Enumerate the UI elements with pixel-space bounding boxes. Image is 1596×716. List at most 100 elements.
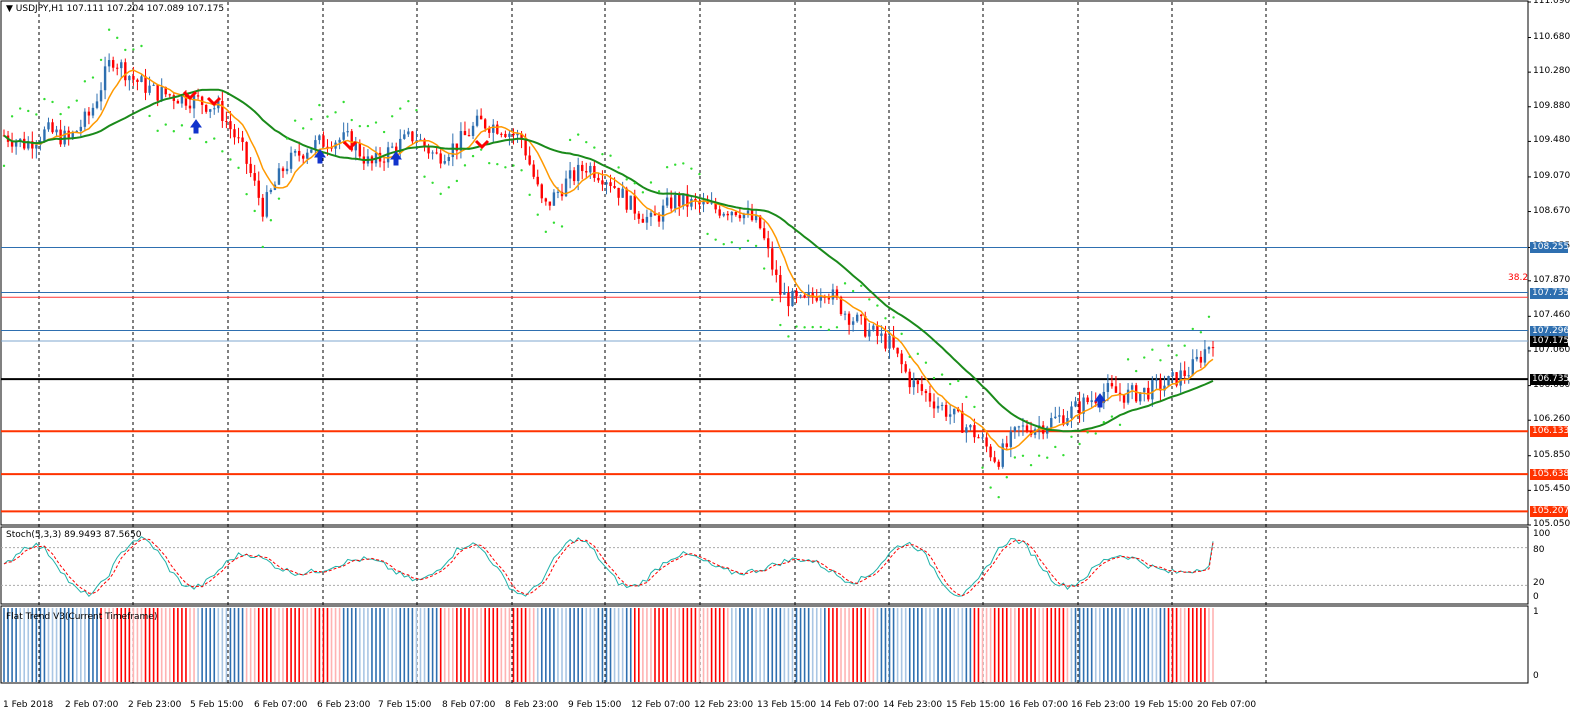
time-axis-label: 8 Feb 23:00 bbox=[505, 700, 559, 710]
candle-body bbox=[548, 201, 552, 206]
candle-body bbox=[241, 137, 244, 143]
candle-body bbox=[71, 131, 74, 138]
time-axis-label: 12 Feb 07:00 bbox=[631, 700, 691, 710]
sar-dot bbox=[1175, 354, 1178, 357]
candle-body bbox=[714, 202, 717, 210]
candle-body bbox=[99, 90, 103, 102]
price-axis-label: 105.050 bbox=[1533, 519, 1571, 529]
candle-body bbox=[948, 414, 952, 417]
price-axis-label: 107.870 bbox=[1533, 274, 1571, 285]
candle-body bbox=[892, 335, 895, 348]
sar-dot bbox=[754, 244, 758, 248]
candle-body bbox=[1211, 347, 1215, 349]
candle-body bbox=[463, 131, 467, 136]
candle-body bbox=[289, 152, 293, 169]
sar-dot bbox=[471, 154, 475, 158]
sar-dot bbox=[1086, 431, 1089, 434]
candle-body bbox=[63, 130, 66, 145]
sar-dot bbox=[892, 316, 895, 319]
candle-body bbox=[581, 164, 584, 172]
sar-dot bbox=[528, 193, 531, 197]
candle-body bbox=[572, 170, 576, 182]
sar-dot bbox=[738, 247, 742, 250]
candle-body bbox=[989, 446, 992, 458]
sar-dot bbox=[593, 146, 596, 149]
candle-body bbox=[811, 292, 814, 297]
sar-dot bbox=[132, 48, 135, 51]
candle-body bbox=[471, 125, 475, 136]
buy-arrow-icon bbox=[1094, 393, 1106, 408]
candle-body bbox=[884, 333, 887, 349]
candle-body bbox=[969, 425, 972, 428]
symbol-label: USDJPY,H1 bbox=[15, 4, 64, 14]
sar-dot bbox=[51, 100, 54, 104]
candle-body bbox=[1143, 387, 1146, 393]
candle-body bbox=[641, 218, 645, 223]
candle-body bbox=[14, 141, 18, 147]
sar-dot bbox=[568, 138, 572, 142]
candle-body bbox=[710, 202, 713, 204]
sar-dot bbox=[390, 115, 394, 118]
sar-dot bbox=[965, 395, 968, 399]
candle-body bbox=[1199, 356, 1203, 363]
sar-dot bbox=[989, 486, 992, 489]
candle-body bbox=[390, 146, 394, 148]
candle-body bbox=[455, 143, 459, 151]
sar-dot bbox=[520, 169, 523, 172]
sar-dot bbox=[1070, 435, 1073, 438]
stoch-main-line bbox=[3, 536, 1214, 598]
time-axis-label: 2 Feb 07:00 bbox=[65, 700, 119, 710]
candle-body bbox=[221, 100, 224, 122]
sar-dot bbox=[447, 186, 450, 189]
sar-dot bbox=[957, 379, 960, 383]
sar-dot bbox=[1151, 348, 1154, 351]
price-axis-label: 110.680 bbox=[1533, 31, 1571, 42]
candle-body bbox=[95, 101, 99, 108]
time-axis-label: 2 Feb 23:00 bbox=[128, 700, 182, 710]
sar-dot bbox=[803, 326, 806, 329]
candle-body bbox=[625, 188, 628, 210]
sar-dot bbox=[423, 175, 426, 178]
candle-body bbox=[1110, 383, 1114, 387]
candle-body bbox=[896, 347, 899, 354]
candle-body bbox=[617, 187, 620, 198]
time-axis-label: 16 Feb 07:00 bbox=[1009, 700, 1069, 710]
candle-body bbox=[225, 121, 228, 123]
candle-body bbox=[209, 109, 212, 112]
sar-dot bbox=[795, 325, 798, 328]
sar-dot bbox=[67, 106, 70, 109]
candle-body bbox=[1151, 380, 1154, 400]
price-axis-label: 106.260 bbox=[1533, 414, 1571, 425]
candle-body bbox=[144, 76, 147, 93]
candle-body bbox=[674, 195, 677, 209]
candle-body bbox=[1187, 375, 1190, 377]
candle-body bbox=[140, 76, 143, 82]
candle-body bbox=[354, 143, 357, 151]
sar-dot bbox=[156, 129, 159, 133]
candle-body bbox=[799, 295, 802, 297]
candle-body bbox=[601, 180, 604, 185]
candle-body bbox=[265, 192, 269, 217]
candle-body bbox=[605, 182, 608, 185]
candle-body bbox=[702, 201, 705, 205]
candle-body bbox=[1134, 385, 1138, 402]
candle-body bbox=[281, 168, 285, 172]
candle-body bbox=[184, 95, 188, 106]
candle-body bbox=[1058, 415, 1061, 417]
dropdown-triangle-icon[interactable]: ▼ bbox=[6, 4, 13, 14]
price-tag: 106.133 bbox=[1530, 426, 1570, 438]
candle-body bbox=[439, 153, 442, 164]
sar-dot bbox=[415, 109, 418, 112]
candle-body bbox=[116, 67, 119, 69]
candle-body bbox=[176, 100, 180, 104]
candle-body bbox=[269, 189, 273, 193]
price-axis-label: 107.060 bbox=[1533, 344, 1571, 355]
price-tag: 107.175 bbox=[1530, 335, 1570, 347]
time-axis-label: 8 Feb 07:00 bbox=[442, 700, 496, 710]
stoch-axis-label: 100 bbox=[1533, 529, 1551, 539]
sar-dot bbox=[997, 495, 1000, 499]
sar-dot bbox=[617, 166, 620, 169]
candle-body bbox=[516, 133, 519, 136]
